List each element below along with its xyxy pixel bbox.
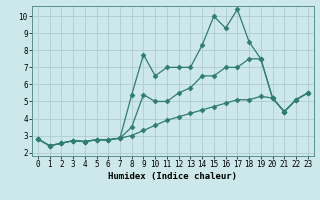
X-axis label: Humidex (Indice chaleur): Humidex (Indice chaleur) [108,172,237,181]
